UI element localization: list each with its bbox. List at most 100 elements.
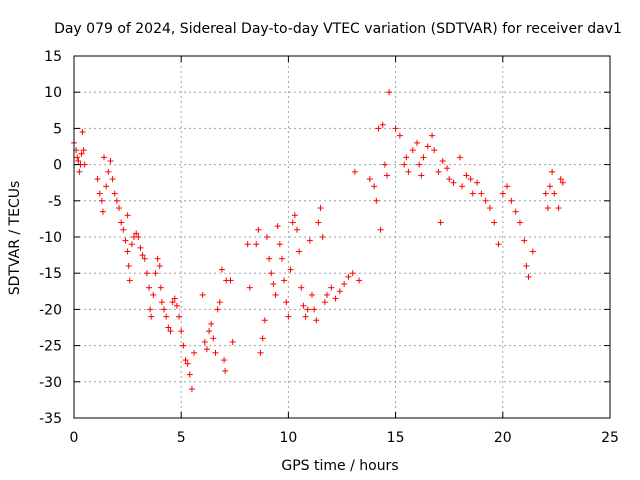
data-point (133, 230, 140, 237)
y-tick-label: -5 (48, 194, 62, 210)
data-point (152, 270, 159, 277)
data-point (137, 244, 144, 251)
data-point (148, 313, 155, 320)
y-tick-label: -30 (39, 375, 62, 391)
data-point (111, 190, 118, 197)
data-point (446, 176, 453, 183)
x-tick-label: 25 (601, 430, 619, 446)
data-point (293, 226, 300, 233)
y-tick-label: -35 (39, 411, 62, 427)
data-point (274, 223, 281, 230)
data-point (542, 190, 549, 197)
data-point (319, 234, 326, 240)
data-point (456, 154, 463, 161)
data-point (120, 226, 127, 233)
data-point (246, 284, 253, 291)
data-point (221, 357, 228, 364)
y-tick-label: 0 (53, 158, 62, 174)
data-point (272, 291, 279, 298)
data-point (463, 172, 470, 179)
data-point (118, 219, 125, 226)
data-point (414, 139, 421, 146)
data-point (188, 386, 195, 393)
data-point (308, 291, 315, 298)
data-point (546, 183, 553, 190)
data-point (469, 190, 476, 197)
data-point (266, 255, 273, 262)
data-point (176, 313, 183, 320)
data-point (139, 252, 146, 259)
data-point (384, 172, 391, 179)
data-point (154, 255, 161, 262)
data-point (351, 168, 358, 175)
data-point (113, 197, 120, 204)
y-tick-label: -25 (39, 339, 62, 355)
data-point (289, 219, 296, 226)
data-point (263, 234, 270, 240)
data-point (345, 273, 352, 280)
data-point (356, 277, 363, 284)
data-point (80, 147, 87, 154)
data-point (418, 172, 425, 179)
data-point (218, 266, 225, 273)
data-point (227, 277, 234, 284)
data-point (124, 248, 131, 255)
data-point (555, 205, 562, 212)
data-point (300, 302, 307, 309)
data-point (386, 89, 393, 96)
y-tick-label: 10 (44, 85, 62, 101)
data-point (169, 299, 176, 306)
data-point (76, 168, 83, 175)
data-point (184, 360, 191, 367)
data-points (71, 89, 566, 393)
data-point (401, 161, 408, 168)
data-point (173, 302, 180, 309)
data-point (199, 291, 206, 298)
data-point (178, 328, 185, 335)
data-point (379, 121, 386, 128)
data-point (161, 306, 168, 313)
data-point (429, 132, 436, 139)
data-point (315, 219, 322, 226)
data-point (467, 176, 474, 183)
y-axis-label: SDTVAR / TECUs (7, 181, 23, 296)
data-point (109, 176, 116, 183)
axis-ticks (73, 55, 611, 419)
y-tick-label: -10 (39, 230, 62, 246)
data-point (78, 150, 85, 157)
data-point (371, 183, 378, 190)
data-point (478, 190, 485, 197)
data-point (341, 281, 348, 288)
data-point (349, 270, 356, 277)
data-point (336, 288, 343, 295)
data-point (551, 190, 558, 197)
data-point (107, 157, 114, 164)
x-tick-label: 0 (70, 430, 79, 446)
data-point (306, 237, 313, 244)
data-point (474, 179, 481, 186)
data-point (499, 190, 506, 197)
data-point (366, 176, 373, 183)
data-point (311, 306, 318, 313)
data-point (259, 335, 266, 342)
data-point (94, 176, 101, 183)
x-axis-label: GPS time / hours (281, 458, 398, 474)
data-point (557, 176, 564, 183)
data-point (128, 241, 135, 248)
data-point (377, 226, 384, 233)
data-point (216, 299, 223, 306)
data-point (156, 262, 163, 269)
data-point (276, 241, 283, 248)
data-point (304, 306, 311, 313)
data-point (375, 125, 382, 132)
data-point (79, 129, 86, 136)
data-point (332, 295, 339, 302)
data-point (182, 357, 189, 364)
x-tick-label: 5 (177, 430, 186, 446)
y-tick-label: -20 (39, 302, 62, 318)
tick-labels: 0 5 10 15 20 25 -35 -30 -25 -20 -15 -10 -5 0 5 10 15 (39, 49, 619, 446)
data-point (103, 183, 110, 190)
grid (74, 56, 610, 418)
data-point (559, 179, 566, 186)
data-point (373, 197, 380, 204)
